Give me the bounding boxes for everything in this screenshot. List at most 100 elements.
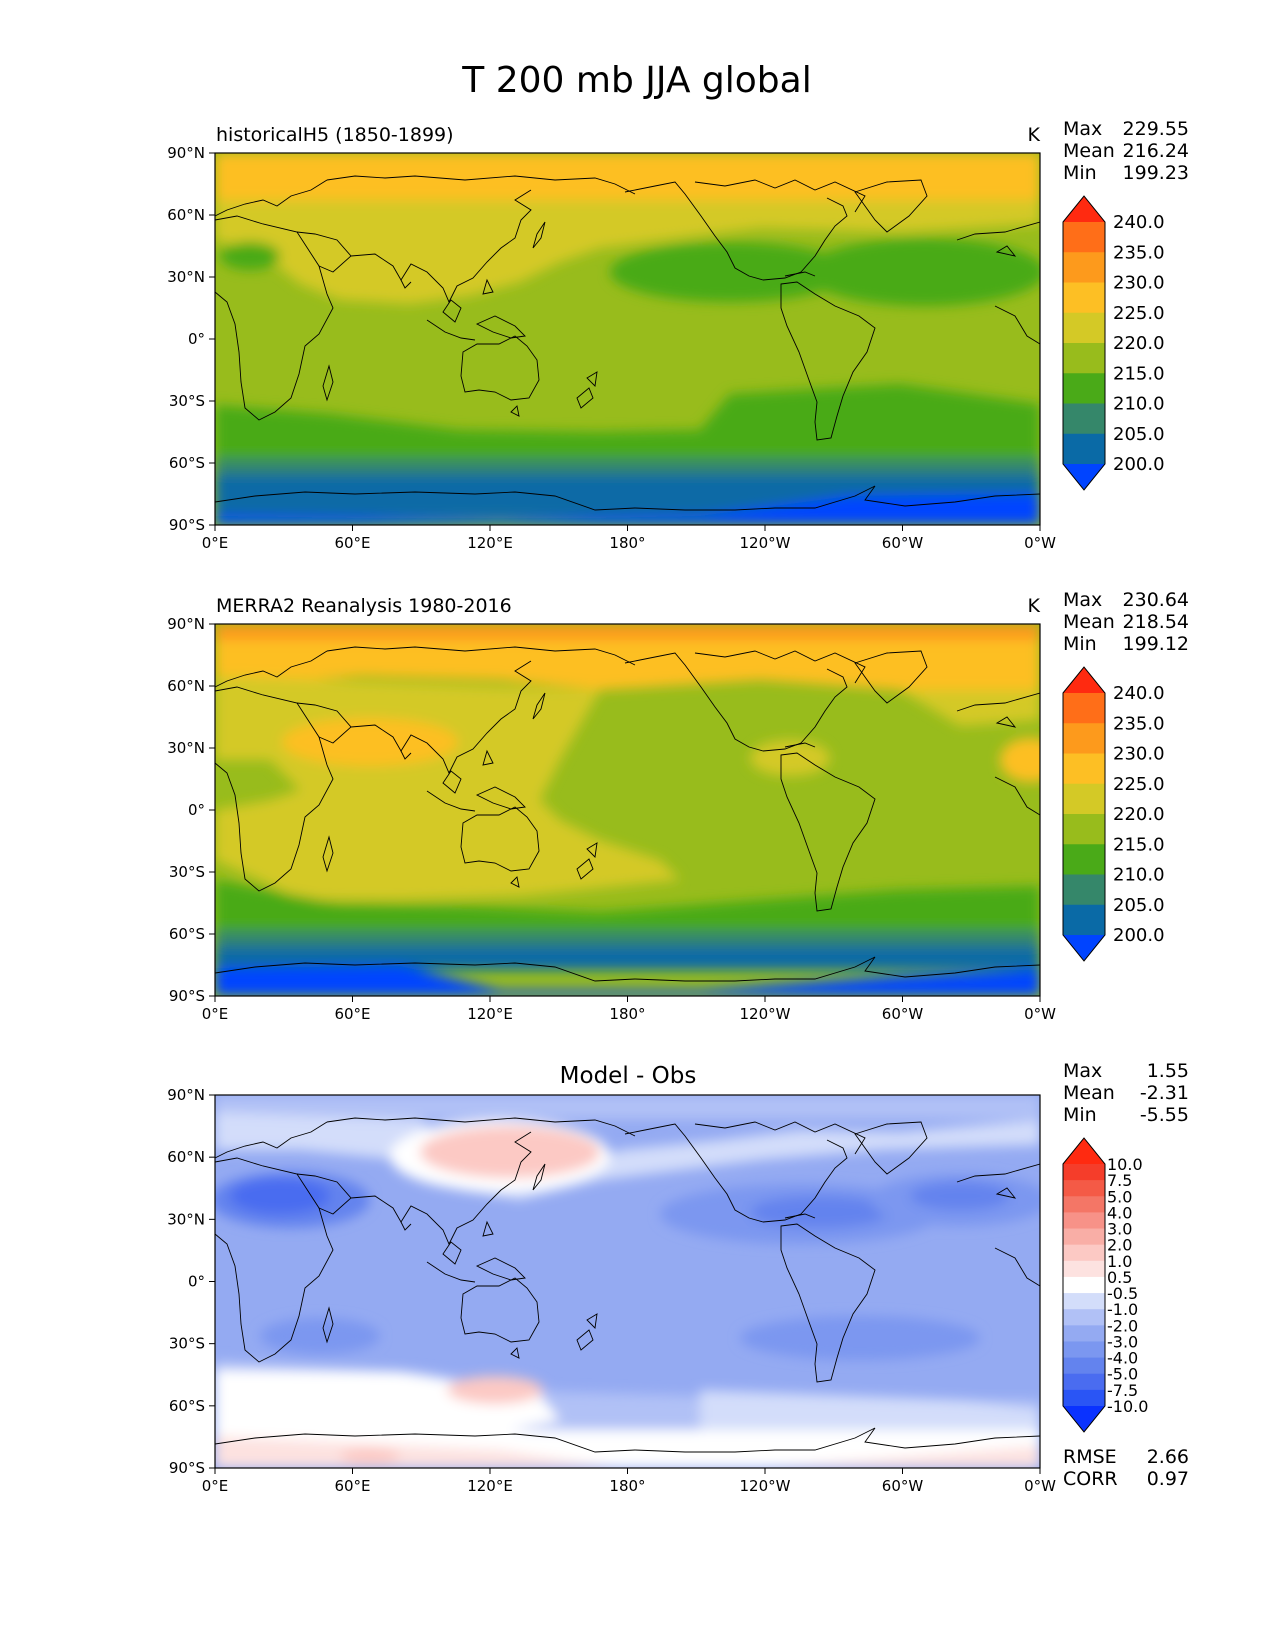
colorbar-level-label: -7.5 [1107, 1381, 1138, 1400]
lat-tick-label: 30°S [169, 392, 205, 410]
colorbar-level-label: 4.0 [1107, 1203, 1132, 1222]
lon-tick-label: 0°E [202, 1005, 229, 1023]
colorbar-level-label: 215.0 [1113, 834, 1165, 855]
colorbar-segment [1063, 1293, 1105, 1310]
colorbar-segment [1063, 1389, 1105, 1407]
lat-tick-label: 90°S [169, 987, 205, 1005]
colorbar-level-label: 220.0 [1113, 333, 1165, 354]
lon-tick-label: 60°W [882, 534, 924, 552]
colorbar-segment [1063, 1212, 1105, 1230]
colorbar-outline [1062, 195, 1106, 491]
lat-tick-label: 60°S [169, 454, 205, 472]
colorbar-level-label: 215.0 [1113, 363, 1165, 384]
lat-tick-label: 90°N [167, 144, 205, 162]
lat-tick-label: 30°N [167, 1210, 205, 1228]
stat-label: CORR [1063, 1468, 1118, 1490]
colorbar-segment [1063, 1357, 1105, 1375]
colorbar-level-label: 2.0 [1107, 1236, 1132, 1255]
lat-tick-label: 60°N [167, 677, 205, 695]
lon-tick-label: 0°W [1024, 534, 1056, 552]
lat-tick-label: 90°N [167, 1086, 205, 1104]
colorbar-segment [1063, 1309, 1105, 1326]
colorbar-segment [1063, 312, 1105, 344]
colorbar-extend-max [1063, 196, 1105, 222]
colorbar-segment [1063, 1228, 1105, 1246]
colorbar-extend-min [1063, 935, 1105, 961]
colorbar-segment [1063, 1164, 1105, 1181]
stat-value: 230.64 [1123, 589, 1189, 611]
lon-tick-label: 0°W [1024, 1477, 1056, 1495]
lon-tick-label: 180° [609, 534, 645, 552]
lon-tick-label: 60°E [334, 1477, 370, 1495]
panel-obs-stats: Max 230.64 Mean 218.54 Min 199.12 [1063, 589, 1189, 655]
colorbar-level-label: -2.0 [1107, 1316, 1138, 1335]
lat-tick-label: 30°S [169, 1335, 205, 1353]
colorbar-segment [1063, 433, 1105, 465]
colorbar-level-label: 1.0 [1107, 1252, 1132, 1271]
stat-value: 218.54 [1123, 611, 1189, 633]
panel-model-stats: Max 229.55 Mean 216.24 Min 199.23 [1063, 118, 1189, 184]
stat-label: Max [1063, 589, 1102, 611]
panel-diff-axes: 0°E 60°E 120°E 180° 120°W 60°W 0°W 90°N 60°N 30°N… [167, 1086, 1056, 1495]
panel-diff: Model - Obs [167, 1060, 1189, 1495]
panel-model-map [215, 153, 1040, 525]
lon-tick-label: 120°E [467, 1477, 513, 1495]
colorbar-level-label: 210.0 [1113, 865, 1165, 886]
lon-tick-label: 0°E [202, 534, 229, 552]
stat-value: -2.31 [1140, 1082, 1189, 1104]
colorbar-segment [1063, 904, 1105, 936]
lon-tick-label: 60°E [334, 534, 370, 552]
stat-label: RMSE [1063, 1446, 1117, 1468]
colorbar-level-label: -10.0 [1107, 1397, 1148, 1416]
figure-title: T 200 mb JJA global [461, 60, 811, 101]
colorbar-level-label: 240.0 [1113, 212, 1165, 233]
colorbar-segment [1063, 403, 1105, 435]
lon-tick-label: 0°W [1024, 1005, 1056, 1023]
colorbar-segment [1063, 1244, 1105, 1262]
lon-tick-label: 120°E [467, 534, 513, 552]
stat-value: 229.55 [1123, 118, 1189, 140]
lat-tick-label: 0° [188, 330, 205, 348]
colorbar-level-label: 200.0 [1113, 454, 1165, 475]
stat-label: Mean [1063, 140, 1115, 162]
panel-model-axes: 0°E 60°E 120°E 180° 120°W 60°W 0°W 90°N 60°N 30°N… [167, 144, 1056, 552]
lat-tick-label: 60°N [167, 1148, 205, 1166]
lat-tick-label: 90°S [169, 1459, 205, 1477]
colorbar-segment [1063, 343, 1105, 374]
colorbar-segment [1063, 1196, 1105, 1213]
lon-tick-label: 180° [609, 1005, 645, 1023]
stat-label: Max [1063, 118, 1102, 140]
lon-tick-label: 180° [609, 1477, 645, 1495]
lat-tick-label: 30°S [169, 863, 205, 881]
stat-label: Min [1063, 1104, 1097, 1126]
panel-obs-axes: 0°E 60°E 120°E 180° 120°W 60°W 0°W 90°N 60°N 30°N… [167, 615, 1056, 1023]
lon-tick-label: 60°E [334, 1005, 370, 1023]
colorbar-segment [1063, 874, 1105, 906]
colorbar-level-label: -5.0 [1107, 1365, 1138, 1384]
colorbar-segment [1063, 753, 1105, 785]
colorbar-level-label: -4.0 [1107, 1349, 1138, 1368]
colorbar-level-label: 205.0 [1113, 895, 1165, 916]
panel-model-title: historicalH5 (1850-1899) [216, 124, 454, 146]
panel-obs-title: MERRA2 Reanalysis 1980-2016 [216, 595, 512, 617]
colorbar-segment [1063, 1276, 1105, 1294]
lon-tick-label: 60°W [882, 1477, 924, 1495]
colorbar-level-label: 235.0 [1113, 713, 1165, 734]
lat-tick-label: 30°N [167, 268, 205, 286]
stat-label: Mean [1063, 1082, 1115, 1104]
colorbar-level-label: 10.0 [1107, 1155, 1143, 1174]
colorbar-level-label: 7.5 [1107, 1171, 1132, 1190]
panel-obs: MERRA2 Reanalysis 1980-2016 K Max 2 [167, 589, 1189, 1023]
panel-model: historicalH5 (1850-1899) K Max 229.55 Me… [167, 118, 1189, 552]
colorbar-level-label: 0.5 [1107, 1268, 1132, 1287]
panel-diff-title: Model - Obs [560, 1063, 697, 1089]
lat-tick-label: 60°N [167, 206, 205, 224]
colorbar-segment [1063, 282, 1105, 314]
stat-value: 216.24 [1123, 140, 1189, 162]
lat-tick-label: 30°N [167, 739, 205, 757]
colorbar-level-label: -3.0 [1107, 1332, 1138, 1351]
colorbar-level-label: 205.0 [1113, 424, 1165, 445]
lat-tick-label: 90°N [167, 615, 205, 633]
colorbar-segment [1063, 693, 1105, 724]
